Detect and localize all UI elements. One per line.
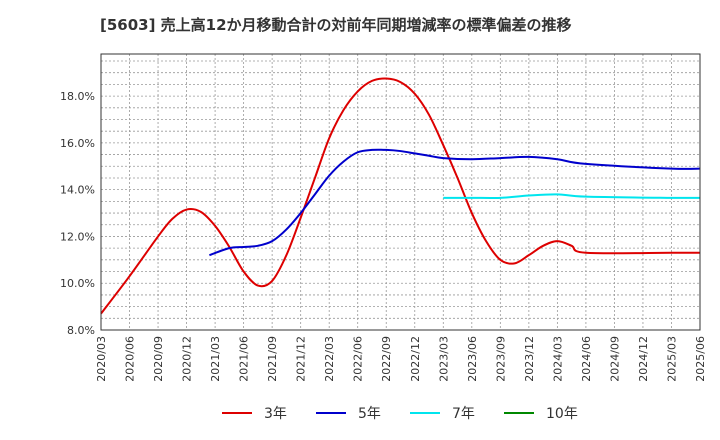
x-tick-label: 2021/09 [266, 336, 279, 382]
x-tick-label: 2024/06 [580, 336, 593, 382]
x-tick-label: 2023/03 [437, 336, 450, 382]
x-axis: 2020/03 2020/06 2020/09 2020/12 2021/03 2021/… [95, 336, 707, 382]
x-tick-label: 2024/09 [608, 336, 621, 382]
y-tick-label: 10.0% [60, 277, 95, 290]
y-tick-label: 18.0% [60, 90, 95, 103]
legend-label: 7年 [452, 406, 475, 422]
x-tick-label: 2022/03 [323, 336, 336, 382]
series-lines [100, 77, 701, 315]
x-tick-label: 2020/03 [95, 336, 108, 382]
x-tick-label: 2023/12 [523, 336, 536, 382]
legend-label: 10年 [546, 406, 578, 422]
x-tick-label: 2025/03 [665, 336, 678, 382]
x-tick-label: 2021/03 [209, 336, 222, 382]
x-tick-label: 2022/09 [380, 336, 393, 382]
series-line-7年 [443, 193, 701, 200]
legend-label: 3年 [264, 406, 287, 422]
series-line-3年 [100, 77, 700, 315]
y-tick-label: 12.0% [60, 230, 95, 243]
legend: 3年 5年 7年 10年 [222, 406, 578, 422]
x-tick-label: 2021/06 [238, 336, 251, 382]
x-tick-label: 2022/06 [352, 336, 365, 382]
series-line-5年 [209, 148, 701, 257]
y-tick-label: 14.0% [60, 184, 95, 197]
y-axis: 8.0% 10.0% 12.0% 14.0% 16.0% 18.0% [60, 90, 95, 337]
x-tick-label: 2025/06 [694, 336, 707, 382]
plot-frame [100, 53, 701, 331]
x-tick-label: 2020/06 [124, 336, 137, 382]
legend-label: 5年 [358, 406, 381, 422]
x-tick-label: 2023/06 [466, 336, 479, 382]
x-tick-label: 2021/12 [295, 336, 308, 382]
y-tick-label: 8.0% [67, 324, 95, 337]
x-tick-label: 2020/12 [181, 336, 194, 382]
grid-lines [100, 54, 701, 331]
x-tick-label: 2022/12 [409, 336, 422, 382]
chart-title: [5603] 売上高12か月移動合計の対前年同期増減率の標準偏差の推移 [100, 16, 572, 34]
x-tick-label: 2024/12 [637, 336, 650, 382]
x-tick-label: 2020/09 [152, 336, 165, 382]
x-tick-label: 2024/03 [551, 336, 564, 382]
y-tick-label: 16.0% [60, 137, 95, 150]
x-tick-label: 2023/09 [494, 336, 507, 382]
